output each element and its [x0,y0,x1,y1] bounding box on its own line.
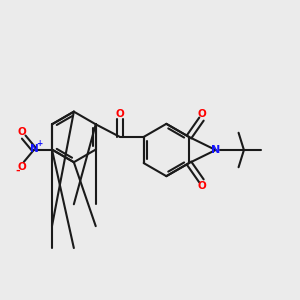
Text: O: O [197,109,206,119]
Text: N: N [30,144,38,154]
Text: N: N [211,145,220,155]
Text: O: O [197,181,206,191]
Text: -: - [15,166,20,176]
Text: O: O [18,162,27,172]
Text: +: + [36,139,43,148]
Text: O: O [18,127,27,137]
Text: O: O [116,109,124,119]
